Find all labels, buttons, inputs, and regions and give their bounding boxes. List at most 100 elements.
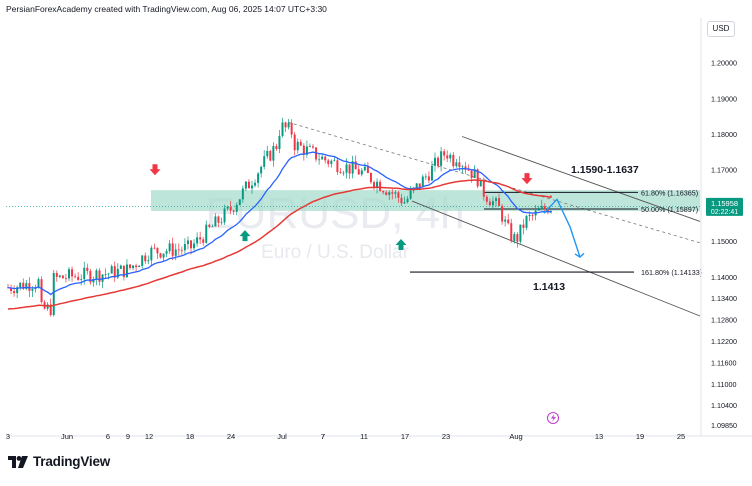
- candle-body[interactable]: [290, 122, 293, 135]
- candle-body[interactable]: [394, 192, 397, 194]
- candle-body[interactable]: [366, 166, 369, 174]
- candle-body[interactable]: [226, 206, 229, 209]
- candle-body[interactable]: [101, 274, 104, 282]
- candle-body[interactable]: [220, 222, 223, 224]
- candle-body[interactable]: [61, 275, 64, 279]
- candle-body[interactable]: [455, 162, 458, 167]
- candle-body[interactable]: [183, 244, 186, 251]
- candle-body[interactable]: [388, 192, 391, 195]
- candle-body[interactable]: [68, 269, 70, 279]
- candle-body[interactable]: [507, 219, 510, 224]
- candle-body[interactable]: [13, 291, 16, 294]
- candle-body[interactable]: [199, 237, 202, 240]
- candle-body[interactable]: [232, 210, 235, 212]
- candle-body[interactable]: [19, 282, 22, 288]
- candle-body[interactable]: [156, 247, 159, 254]
- candle-body[interactable]: [214, 216, 217, 227]
- candle-body[interactable]: [180, 249, 183, 251]
- candle-body[interactable]: [98, 270, 101, 282]
- candle-body[interactable]: [400, 197, 403, 204]
- candle-body[interactable]: [159, 253, 162, 258]
- candle-body[interactable]: [312, 146, 314, 148]
- candle-body[interactable]: [537, 209, 540, 211]
- candle-body[interactable]: [333, 160, 336, 162]
- candle-body[interactable]: [430, 165, 433, 181]
- candle-body[interactable]: [434, 157, 436, 166]
- candle-body[interactable]: [80, 279, 83, 281]
- candle-body[interactable]: [55, 272, 58, 277]
- candle-body[interactable]: [351, 161, 354, 174]
- candle-body[interactable]: [113, 266, 116, 278]
- candle-body[interactable]: [488, 201, 491, 206]
- candle-body[interactable]: [193, 243, 196, 249]
- candle-body[interactable]: [196, 237, 199, 244]
- moving-average-fast[interactable]: [7, 151, 551, 296]
- candle-body[interactable]: [495, 198, 497, 202]
- candle-body[interactable]: [278, 135, 281, 149]
- candle-body[interactable]: [308, 146, 311, 148]
- candle-body[interactable]: [247, 181, 250, 189]
- candle-body[interactable]: [122, 265, 125, 278]
- candle-body[interactable]: [339, 172, 342, 174]
- candle-body[interactable]: [415, 183, 418, 188]
- candle-body[interactable]: [473, 169, 476, 178]
- candle-body[interactable]: [208, 224, 211, 227]
- candle-body[interactable]: [95, 270, 98, 280]
- candle-body[interactable]: [147, 260, 150, 262]
- candle-body[interactable]: [516, 234, 519, 242]
- candle-body[interactable]: [470, 170, 473, 178]
- candle-body[interactable]: [437, 157, 440, 166]
- candle-body[interactable]: [241, 188, 244, 200]
- candle-body[interactable]: [382, 191, 385, 193]
- candle-body[interactable]: [421, 176, 424, 188]
- candle-body[interactable]: [107, 273, 110, 275]
- candle-body[interactable]: [357, 169, 360, 175]
- candle-body[interactable]: [275, 146, 278, 149]
- candle-body[interactable]: [354, 161, 357, 170]
- candle-body[interactable]: [269, 151, 272, 161]
- candle-body[interactable]: [104, 274, 107, 275]
- candle-body[interactable]: [409, 190, 412, 199]
- candle-body[interactable]: [144, 255, 147, 262]
- candle-body[interactable]: [31, 289, 34, 291]
- candle-body[interactable]: [379, 181, 382, 192]
- candle-body[interactable]: [40, 279, 43, 303]
- candle-body[interactable]: [318, 159, 321, 161]
- resistance-zone[interactable]: [151, 190, 700, 211]
- candle-body[interactable]: [485, 196, 488, 202]
- candle-body[interactable]: [46, 304, 49, 309]
- brand-logo[interactable]: TradingView: [8, 454, 110, 469]
- candle-body[interactable]: [202, 239, 205, 243]
- candle-body[interactable]: [342, 172, 345, 174]
- candle-body[interactable]: [305, 146, 308, 155]
- candle-body[interactable]: [83, 267, 86, 280]
- candle-body[interactable]: [482, 181, 485, 197]
- candle-body[interactable]: [302, 145, 305, 155]
- channel-upper-line[interactable]: [461, 136, 701, 222]
- candle-body[interactable]: [86, 267, 89, 272]
- candle-body[interactable]: [168, 243, 171, 252]
- candle-body[interactable]: [235, 204, 238, 212]
- candle-body[interactable]: [385, 192, 388, 195]
- candle-body[interactable]: [376, 181, 379, 188]
- candle-body[interactable]: [165, 251, 168, 254]
- candle-body[interactable]: [363, 166, 366, 171]
- candle-body[interactable]: [260, 166, 263, 174]
- candle-body[interactable]: [25, 283, 28, 289]
- candle-body[interactable]: [296, 141, 299, 151]
- candle-body[interactable]: [251, 185, 253, 189]
- candle-body[interactable]: [281, 122, 284, 136]
- moving-average-slow[interactable]: [7, 179, 552, 310]
- candle-body[interactable]: [528, 215, 531, 217]
- candle-body[interactable]: [171, 243, 174, 256]
- candle-body[interactable]: [129, 264, 131, 269]
- candle-body[interactable]: [336, 160, 339, 173]
- candle-body[interactable]: [443, 151, 446, 156]
- candle-body[interactable]: [16, 287, 19, 294]
- candle-body[interactable]: [116, 268, 119, 278]
- candle-body[interactable]: [186, 240, 189, 245]
- candle-body[interactable]: [330, 160, 333, 164]
- candle-body[interactable]: [162, 253, 165, 258]
- candle-body[interactable]: [540, 206, 543, 210]
